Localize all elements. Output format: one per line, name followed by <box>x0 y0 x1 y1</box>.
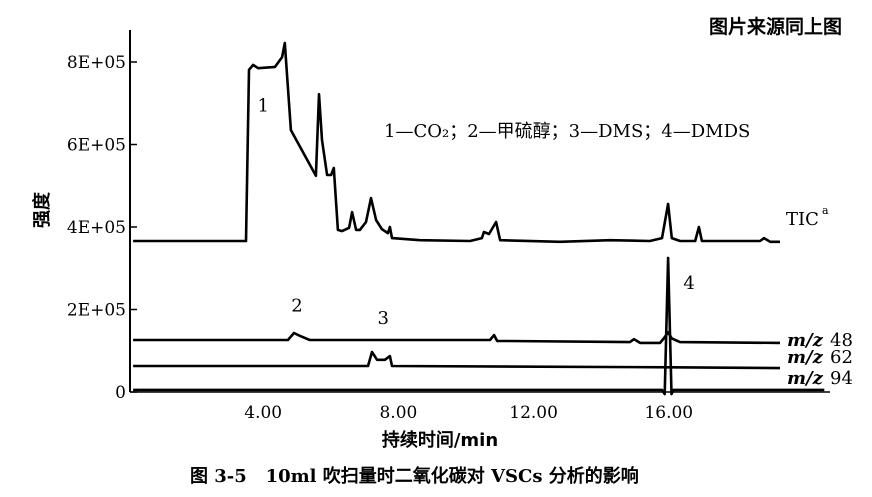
y-tick-label: 2E+05 <box>67 301 126 321</box>
peak-annotation: 3 <box>377 308 388 329</box>
y-tick-label: 4E+05 <box>67 218 126 238</box>
source-note: 图片来源同上图 <box>708 16 842 38</box>
series-label-mass: 62 <box>830 347 853 368</box>
x-axis-label: 持续时间/min <box>382 429 498 451</box>
series-label-mz: m/z <box>787 330 824 351</box>
series-line-mz48 <box>133 330 781 345</box>
series-label-mass: 48 <box>830 330 853 351</box>
x-tick-label: 4.00 <box>244 403 282 423</box>
series-line-mz94 <box>133 256 825 396</box>
series-label-mass: 94 <box>830 368 853 389</box>
y-tick-label: 0 <box>115 383 126 403</box>
figure-caption: 图 3-5 10ml 吹扫量时二氧化碳对 VSCs 分析的影响 <box>190 466 639 487</box>
peak-annotation: 4 <box>683 273 694 294</box>
series-label-mz: m/z <box>787 347 824 368</box>
series-line-tic <box>133 41 780 244</box>
peak-annotation: 1 <box>257 96 268 117</box>
legend-text: 1—CO₂；2—甲硫醇；3—DMS；4—DMDS <box>384 121 750 142</box>
y-tick-label: 8E+05 <box>67 53 126 73</box>
x-tick-label: 12.00 <box>509 403 558 423</box>
x-tick-label: 16.00 <box>644 403 693 423</box>
series-line-mz62 <box>133 350 781 370</box>
series-label-tic: TIC <box>786 209 819 230</box>
x-tick-label: 8.00 <box>379 403 417 423</box>
y-axis-label: 强度 <box>31 191 53 228</box>
series-label-mz: m/z <box>787 368 824 389</box>
peak-annotation: 2 <box>291 296 302 317</box>
y-tick-label: 6E+05 <box>67 136 126 156</box>
series-label-sup: a <box>822 204 829 217</box>
